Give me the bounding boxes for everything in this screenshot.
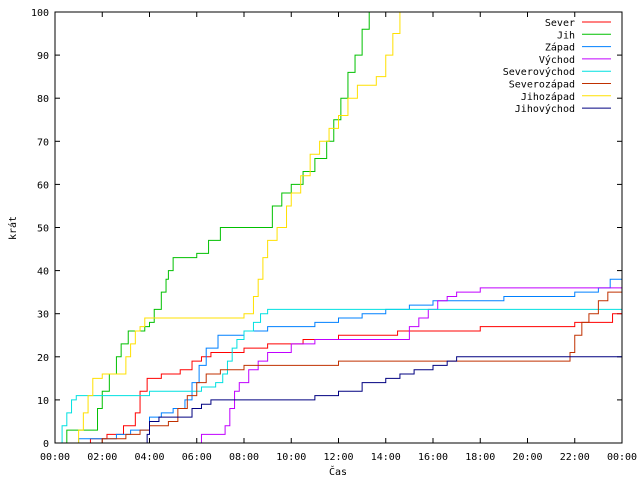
y-axis-title: krát bbox=[7, 216, 19, 240]
x-tick-label: 14:00 bbox=[371, 452, 401, 463]
x-tick-label: 18:00 bbox=[465, 452, 495, 463]
y-tick-label: 10 bbox=[37, 396, 49, 407]
legend-label: Jih bbox=[557, 30, 575, 41]
legend-label: Severovýchod bbox=[503, 66, 575, 78]
y-tick-label: 90 bbox=[37, 51, 49, 62]
legend-label: Severozápad bbox=[509, 79, 575, 91]
y-tick-label: 70 bbox=[37, 137, 49, 148]
y-tick-label: 50 bbox=[37, 224, 49, 235]
y-tick-label: 60 bbox=[37, 180, 49, 191]
plot-frame bbox=[54, 11, 623, 444]
series-line-2 bbox=[69, 270, 623, 444]
series-line-3 bbox=[187, 287, 622, 444]
x-tick-label: 06:00 bbox=[182, 452, 212, 463]
x-tick-label: 20:00 bbox=[512, 452, 542, 463]
x-tick-label: 00:00 bbox=[40, 452, 70, 463]
x-tick-label: 02:00 bbox=[87, 452, 117, 463]
x-tick-label: 04:00 bbox=[134, 452, 164, 463]
legend-label: Západ bbox=[545, 42, 575, 54]
series-line-5 bbox=[78, 287, 623, 444]
x-tick-label: 10:00 bbox=[276, 452, 306, 463]
legend-label: Jihozápad bbox=[521, 91, 575, 103]
y-tick-label: 0 bbox=[43, 439, 49, 450]
legend-label: Jihovýchod bbox=[515, 103, 575, 115]
ticks: 0 10 20 30 40 50 60 70 80 90 100 00:00 02:00 04:00 06:… bbox=[31, 8, 637, 463]
y-tick-label: 30 bbox=[37, 310, 49, 321]
x-tick-label: 00:00 bbox=[607, 452, 637, 463]
x-tick-label: 22:00 bbox=[560, 452, 590, 463]
y-tick-label: 20 bbox=[37, 353, 49, 364]
series-line-4 bbox=[55, 308, 622, 444]
x-axis-title: Čas bbox=[329, 465, 347, 478]
legend: SeverJihZápadVýchodSeverovýchodSeverozáp… bbox=[503, 18, 611, 115]
series-line-0 bbox=[75, 313, 622, 444]
y-tick-label: 40 bbox=[37, 267, 49, 278]
series-line-1 bbox=[62, 12, 370, 444]
x-tick-label: 16:00 bbox=[418, 452, 448, 463]
x-tick-label: 08:00 bbox=[229, 452, 259, 463]
series-lines bbox=[55, 12, 623, 444]
y-tick-label: 80 bbox=[37, 94, 49, 105]
y-tick-label: 100 bbox=[31, 8, 49, 19]
legend-label: Sever bbox=[545, 18, 575, 29]
legend-label: Východ bbox=[539, 54, 575, 66]
series-line-7 bbox=[64, 356, 622, 444]
series-line-6 bbox=[73, 12, 401, 444]
x-tick-label: 12:00 bbox=[323, 452, 353, 463]
